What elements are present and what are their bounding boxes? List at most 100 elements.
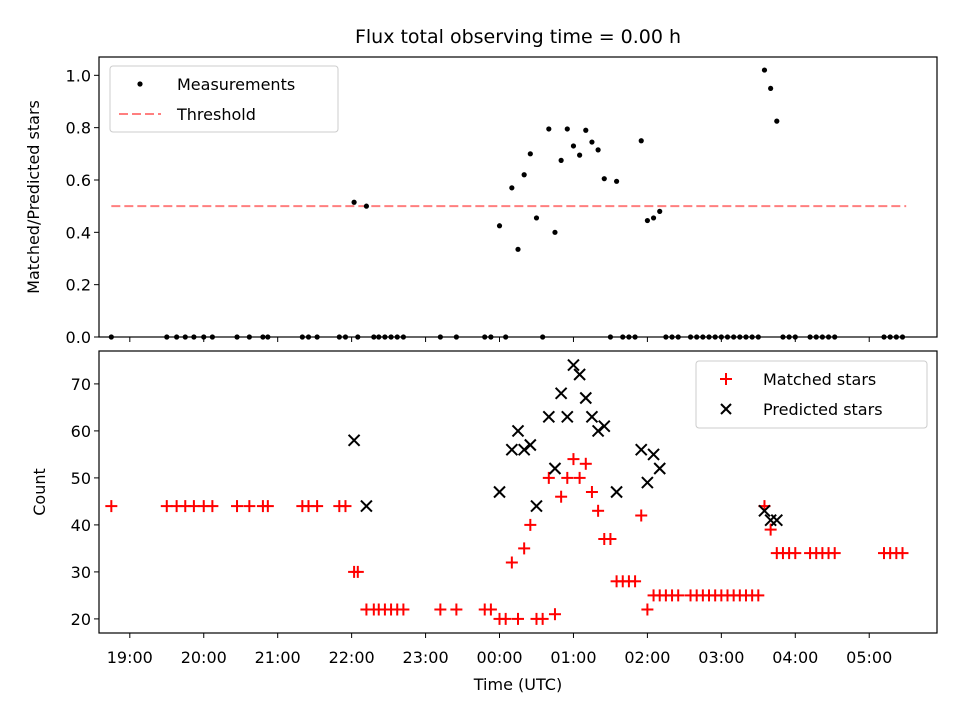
predicted-star-point <box>554 387 568 400</box>
predicted-star-stroke <box>567 358 580 372</box>
predicted-star-point <box>530 499 543 513</box>
measurement-point <box>595 147 601 153</box>
measurement-point <box>583 127 589 133</box>
matched-star-point <box>579 457 592 470</box>
matched-star-point <box>555 490 568 503</box>
predicted-star-point <box>647 448 660 461</box>
predicted-star-stroke <box>493 485 506 499</box>
matched-star-point <box>524 518 537 531</box>
predicted-star-stroke <box>554 387 568 400</box>
predicted-star-point <box>511 424 525 438</box>
y-tick-label: 0.0 <box>66 328 91 347</box>
x-tick-label: 02:00 <box>624 648 670 667</box>
matched-star-point <box>105 500 118 513</box>
predicted-star-point <box>598 419 611 433</box>
matched-star-point <box>261 500 274 513</box>
matched-star-point <box>764 523 777 536</box>
matched-star-point <box>635 509 648 522</box>
measurement-point <box>570 143 577 149</box>
bottom-legend: Matched stars Predicted stars <box>695 360 928 429</box>
x-tick-label: 05:00 <box>846 648 892 667</box>
matched-star-point <box>752 589 765 602</box>
matched-star-point <box>505 556 518 569</box>
predicted-star-point <box>591 424 605 438</box>
x-axis-label: Time (UTC) <box>473 675 562 694</box>
predicted-star-stroke <box>548 462 562 475</box>
predicted-star-point <box>585 410 599 424</box>
measurement-point <box>768 85 774 92</box>
matched-star-point <box>542 471 555 484</box>
matched-star-point <box>567 453 580 466</box>
predicted-star-point <box>758 504 771 518</box>
x-tick-label: 22:00 <box>329 648 375 667</box>
predicted-star-point <box>567 358 580 372</box>
x-tick-label: 03:00 <box>698 648 744 667</box>
predicted-star-point <box>542 410 556 424</box>
predicted-star-stroke <box>517 443 531 456</box>
y-tick-label: 70 <box>71 375 91 394</box>
predicted-star-point <box>770 513 784 527</box>
predicted-star-point <box>579 391 592 405</box>
measurement-point <box>589 139 595 145</box>
predicted-star-stroke <box>598 419 611 433</box>
x-tick-label: 00:00 <box>476 648 522 667</box>
y-tick-label: 0.4 <box>66 223 91 242</box>
predicted-star-point <box>561 410 574 424</box>
matched-star-point <box>434 603 447 616</box>
legend-predicted-marker <box>720 403 732 415</box>
measurement-point <box>558 157 564 163</box>
matched-star-point <box>828 547 841 560</box>
predicted-star-point <box>517 443 531 456</box>
matched-star-point <box>499 612 512 625</box>
matched-star-point <box>243 500 256 513</box>
matched-star-point <box>397 603 410 616</box>
matched-star-point <box>450 603 463 616</box>
measurement-point <box>613 178 620 184</box>
predicted-star-point <box>524 438 537 452</box>
predicted-star-point <box>493 485 506 499</box>
matched-star-point <box>311 500 324 513</box>
bottom-axes-frame <box>98 350 938 634</box>
predicted-star-stroke <box>641 476 654 489</box>
y-tick-label: 0.8 <box>66 119 91 138</box>
predicted-star-point <box>505 443 519 456</box>
matched-star-point <box>573 471 586 484</box>
matched-star-point <box>484 603 497 616</box>
predicted-star-stroke <box>530 499 543 513</box>
predicted-star-stroke <box>542 410 556 424</box>
measurement-point <box>644 217 650 224</box>
predicted-star-point <box>347 434 361 447</box>
measurement-point <box>650 215 657 221</box>
measurement-point <box>577 152 583 158</box>
predicted-star-stroke <box>610 485 623 499</box>
predicted-star-stroke <box>511 424 525 438</box>
y-tick-label: 0.2 <box>66 276 91 295</box>
legend-measurements-marker <box>137 81 143 87</box>
predicted-star-point <box>653 462 666 475</box>
measurement-point <box>496 223 503 229</box>
predicted-star-stroke <box>524 438 537 452</box>
y-tick-label: 40 <box>71 516 91 535</box>
measurement-point <box>761 67 768 73</box>
matched-star-point <box>896 547 909 560</box>
predicted-star-stroke <box>579 391 592 405</box>
predicted-star-stroke <box>758 504 771 518</box>
predicted-star-stroke <box>505 443 519 456</box>
predicted-star-stroke <box>635 443 648 456</box>
matched-star-point <box>789 547 802 560</box>
x-tick-label: 19:00 <box>107 648 153 667</box>
predicted-star-stroke <box>347 434 361 447</box>
predicted-star-stroke <box>573 368 586 381</box>
y-tick-label: 1.0 <box>66 66 91 85</box>
x-tick-label: 04:00 <box>772 648 818 667</box>
measurement-point <box>657 208 663 214</box>
bottom-x-ticks: 19:00 20:00 21:00 22:00 23:00 00:00 01:00 02:00… <box>107 633 892 667</box>
bottom-y-axis-label: Count <box>30 468 49 516</box>
top-y-ticks: 0.0 0.2 0.4 0.6 0.8 1.0 <box>66 66 99 347</box>
measurement-point <box>546 126 552 132</box>
predicted-star-point <box>360 499 373 513</box>
measurement-point <box>509 185 515 191</box>
matched-star-point <box>231 500 244 513</box>
matched-star-point <box>641 603 654 616</box>
